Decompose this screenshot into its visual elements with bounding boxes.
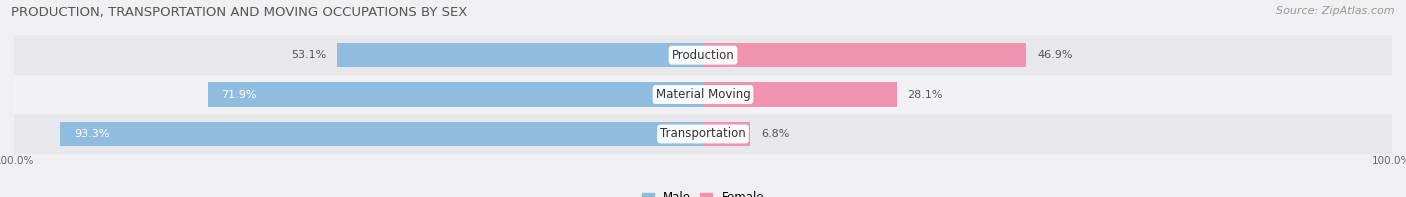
Text: Source: ZipAtlas.com: Source: ZipAtlas.com bbox=[1277, 6, 1395, 16]
Bar bbox=[703, 122, 749, 146]
Bar bbox=[703, 43, 1026, 67]
Bar bbox=[14, 75, 1392, 114]
Text: 6.8%: 6.8% bbox=[761, 129, 789, 139]
Text: Transportation: Transportation bbox=[661, 127, 745, 140]
Bar bbox=[703, 82, 897, 107]
Text: 53.1%: 53.1% bbox=[291, 50, 326, 60]
Text: Production: Production bbox=[672, 49, 734, 62]
Bar bbox=[14, 114, 1392, 154]
Text: 46.9%: 46.9% bbox=[1038, 50, 1073, 60]
Text: Material Moving: Material Moving bbox=[655, 88, 751, 101]
Bar bbox=[337, 43, 703, 67]
Text: 28.1%: 28.1% bbox=[908, 90, 943, 99]
Bar bbox=[14, 35, 1392, 75]
Text: 71.9%: 71.9% bbox=[221, 90, 257, 99]
Text: PRODUCTION, TRANSPORTATION AND MOVING OCCUPATIONS BY SEX: PRODUCTION, TRANSPORTATION AND MOVING OC… bbox=[11, 6, 468, 19]
Bar bbox=[60, 122, 703, 146]
Text: 93.3%: 93.3% bbox=[75, 129, 110, 139]
Legend: Male, Female: Male, Female bbox=[637, 187, 769, 197]
Bar bbox=[208, 82, 703, 107]
